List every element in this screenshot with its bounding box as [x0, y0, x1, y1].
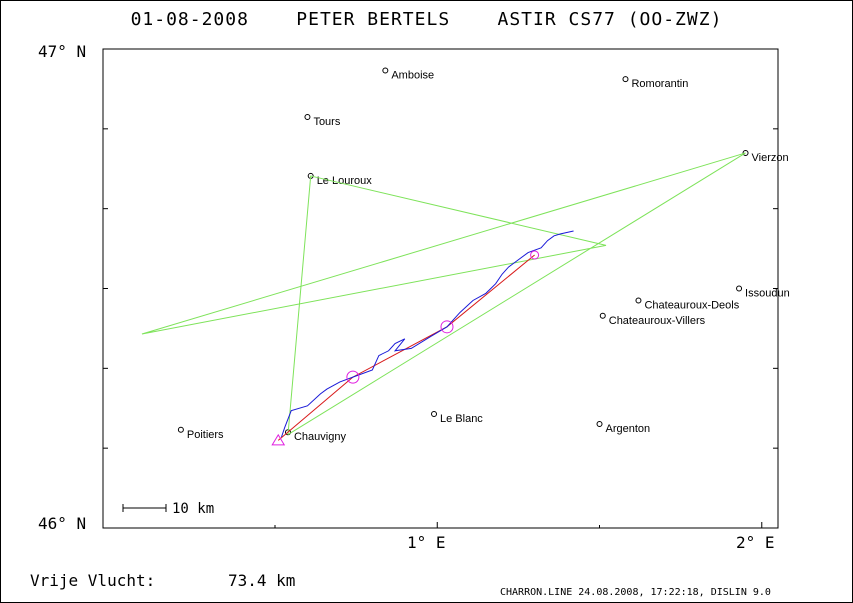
place-label: Argenton [606, 423, 651, 435]
lat-bottom-label: 46° N [38, 514, 87, 533]
task-layer [141, 152, 746, 436]
turnpoint-marker [440, 320, 454, 334]
place-dot [431, 410, 438, 417]
places-layer: Amboise Romorantin Tours Vierzon Le Louroux I… [177, 67, 790, 443]
distance-value: 73.4 km [228, 571, 296, 590]
place-label: Issoudun [745, 288, 790, 300]
place-label: Chateauroux-Deols [644, 299, 739, 311]
place-label: Le Blanc [440, 413, 483, 425]
place-chauvigny: Chauvigny [284, 429, 346, 443]
axis-ticks [103, 128, 778, 528]
place-dot [622, 76, 629, 83]
place-romorantin: Romorantin [622, 76, 688, 90]
place-label: Amboise [391, 70, 434, 82]
lon-2-label: 2° E [736, 533, 775, 552]
place-label: Chauvigny [294, 431, 346, 443]
credit-text: CHARRON.LINE 24.08.2008, 17:22:18, DISLI… [500, 587, 771, 598]
page-title: 01-08-2008 PETER BERTELS ASTIR CS77 (OO-… [130, 9, 723, 30]
place-label: Tours [313, 116, 340, 128]
place-argenton: Argenton [596, 421, 651, 435]
place-dot [599, 312, 606, 319]
turnpoint-marker [346, 370, 360, 384]
place-label: Poitiers [187, 429, 224, 441]
place-le-louroux: Le Louroux [307, 172, 373, 187]
place-dot [635, 297, 642, 304]
place-chateauroux-villers: Chateauroux-Villers [599, 312, 706, 327]
lon-1-label: 1° E [407, 533, 446, 552]
place-dot [736, 285, 743, 292]
place-vierzon: Vierzon [742, 149, 789, 164]
distance-label: Vrije Vlucht: [30, 571, 156, 590]
place-dot [304, 114, 311, 121]
place-label: Romorantin [631, 78, 688, 90]
turnpoint-line [277, 254, 535, 441]
place-amboise: Amboise [382, 67, 434, 82]
start-marker [271, 433, 286, 446]
place-issoudun: Issoudun [736, 285, 790, 300]
place-chateauroux-deols: Chateauroux-Deols [635, 297, 740, 311]
place-poitiers: Poitiers [177, 426, 224, 441]
markers-layer [271, 250, 540, 446]
place-label: Chateauroux-Villers [609, 315, 706, 327]
place-dot [596, 421, 603, 428]
place-dot [177, 426, 184, 433]
flight-track [281, 230, 574, 438]
scale-label: 10 km [172, 501, 214, 517]
map-border [102, 48, 779, 529]
track-layer [277, 230, 574, 441]
place-label: Vierzon [752, 152, 789, 164]
finish-marker [530, 250, 540, 260]
lat-top-label: 47° N [38, 42, 87, 61]
task-route-line [141, 152, 746, 436]
place-dot [382, 67, 389, 74]
place-le-blanc: Le Blanc [431, 410, 483, 425]
scale-bar: 10 km [122, 501, 214, 517]
place-label: Le Louroux [317, 175, 373, 187]
place-tours: Tours [304, 114, 341, 128]
